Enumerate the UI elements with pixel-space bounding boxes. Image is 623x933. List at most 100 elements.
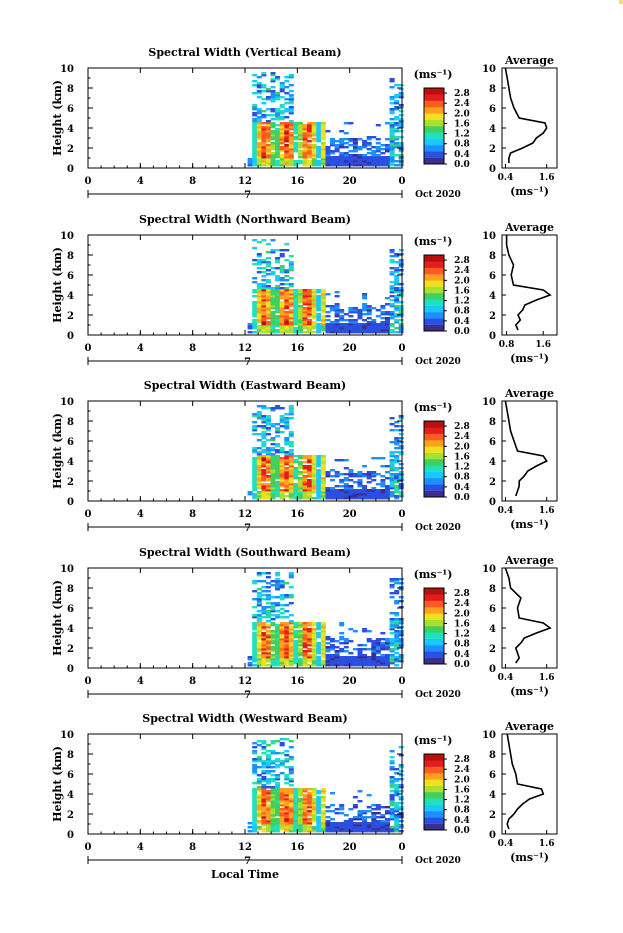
heatmap-cell	[307, 162, 313, 165]
heatmap-cell	[252, 644, 258, 647]
heatmap-cell	[298, 493, 303, 496]
heatmap-cell	[334, 495, 340, 498]
heatmap-cell	[298, 327, 303, 330]
heatmap-cell	[352, 325, 358, 328]
heatmap-cell	[366, 638, 372, 641]
heatmap-cell	[261, 307, 267, 310]
heatmap-cell	[325, 325, 331, 328]
heatmap-cell	[265, 493, 271, 496]
heatmap-cell	[307, 144, 313, 147]
heatmap-cell	[389, 816, 395, 819]
heatmap-cell	[380, 479, 386, 482]
heatmap-cell	[261, 471, 267, 474]
heatmap-cell	[398, 156, 404, 159]
heatmap-cell	[256, 618, 262, 621]
heatmap-cell	[270, 122, 276, 125]
heatmap-cell	[256, 788, 262, 791]
heatmap-cell	[288, 162, 294, 165]
heatmap-cell	[256, 469, 262, 472]
heatmap-cell	[398, 309, 404, 312]
heatmap-cell	[284, 148, 290, 151]
heatmap-cell	[352, 830, 358, 833]
heatmap-cell	[279, 760, 285, 763]
heatmap-cell	[307, 497, 313, 500]
heatmap-cell	[316, 650, 322, 653]
average-y-tick-label: 8	[489, 251, 496, 262]
y-tick-label: 2	[67, 311, 74, 322]
heatmap-cell	[352, 497, 358, 500]
heatmap-cell	[371, 662, 377, 665]
heatmap-cell	[288, 295, 294, 298]
heatmap-cell	[275, 636, 281, 639]
colorbar-swatch	[424, 773, 444, 780]
heatmap-cell	[261, 477, 267, 480]
heatmap-cell	[275, 800, 281, 803]
heatmap-cell	[320, 646, 326, 649]
heatmap-cell	[265, 658, 271, 661]
heatmap-cell	[311, 289, 317, 292]
heatmap-cell	[316, 132, 322, 135]
heatmap-cell	[307, 471, 313, 474]
heatmap-cell	[270, 614, 276, 617]
heatmap-cell	[279, 134, 285, 137]
heatmap-cell	[284, 80, 290, 83]
panel-title: Spectral Width (Vertical Beam)	[148, 46, 341, 59]
average-profile-line	[506, 733, 545, 830]
heatmap-cell	[298, 463, 303, 466]
heatmap-cell	[389, 152, 395, 155]
heatmap-cell	[334, 646, 340, 649]
heatmap	[247, 738, 404, 833]
heatmap-cell	[265, 433, 271, 436]
heatmap-cell	[270, 156, 276, 159]
colorbar-swatch	[424, 594, 444, 601]
heatmap-cell	[320, 648, 326, 651]
heatmap-cell	[302, 796, 308, 799]
heatmap-cell	[261, 405, 267, 408]
heatmap-cell	[389, 776, 395, 779]
heatmap-cell	[325, 826, 331, 829]
average-y-tick-label: 4	[489, 124, 496, 135]
heatmap-cell	[256, 255, 262, 258]
heatmap-cell	[320, 323, 326, 326]
heatmap-cell	[320, 132, 326, 135]
heatmap-cell	[256, 475, 262, 478]
heatmap-cell	[334, 144, 340, 147]
heatmap-cell	[252, 449, 258, 452]
heatmap-cell	[265, 626, 271, 629]
heatmap-cell	[385, 144, 390, 147]
heatmap-cell	[325, 305, 331, 308]
heatmap-cell	[279, 417, 285, 420]
y-tick-label: 2	[67, 477, 74, 488]
heatmap-cell	[316, 656, 322, 659]
heatmap-cell	[389, 481, 395, 484]
heatmap-cell	[357, 489, 363, 492]
heatmap-cell	[362, 485, 368, 488]
heatmap-cell	[279, 626, 285, 629]
heatmap-cell	[284, 437, 290, 440]
heatmap-cell	[252, 628, 258, 631]
heatmap-cell	[279, 86, 285, 89]
heatmap-cell	[275, 405, 281, 408]
heatmap-cell	[298, 473, 303, 476]
heatmap-cell	[279, 580, 285, 583]
heatmap-cell	[302, 822, 308, 825]
heatmap-cell	[311, 124, 317, 127]
heatmap-cell	[302, 485, 308, 488]
heatmap-cell	[275, 427, 281, 430]
heatmap-cell	[252, 479, 258, 482]
average-x-tick-label: 1.6	[539, 173, 555, 183]
heatmap-cell	[320, 656, 326, 659]
heatmap-cell	[252, 164, 258, 167]
colorbar-swatch	[424, 446, 444, 453]
heatmap-cell	[265, 419, 271, 422]
heatmap-cell	[325, 820, 331, 823]
heatmap-cell	[316, 313, 322, 316]
heatmap-cell	[362, 160, 368, 163]
heatmap-cell	[261, 752, 267, 755]
heatmap-cell	[284, 413, 290, 416]
heatmap-cell	[302, 148, 308, 151]
heatmap-cell	[394, 315, 400, 318]
heatmap-cell	[362, 142, 368, 145]
heatmap-cell	[389, 766, 395, 769]
heatmap-cell	[252, 800, 258, 803]
